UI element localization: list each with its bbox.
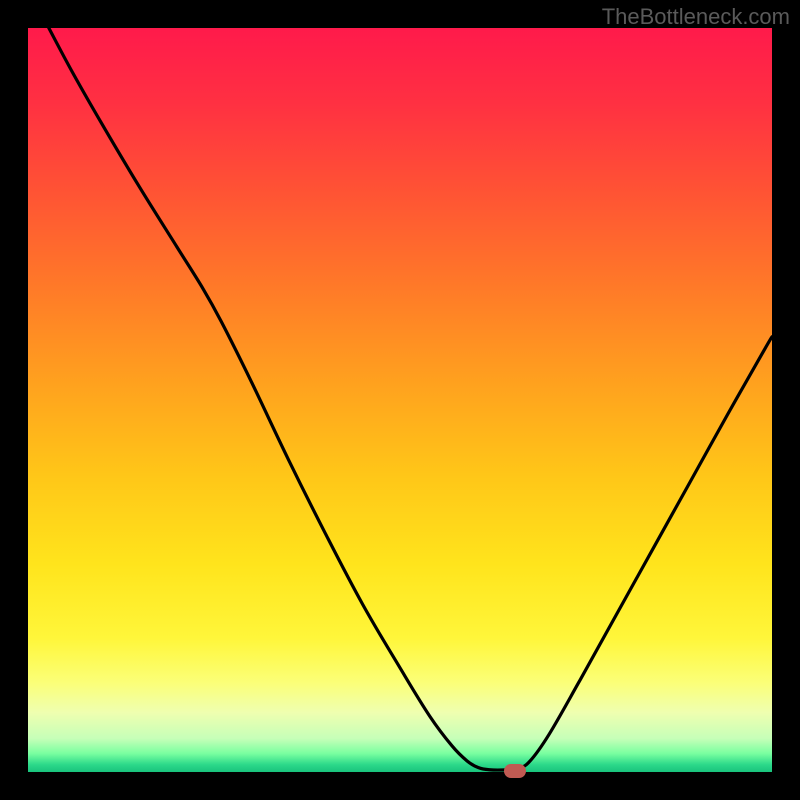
chart-container: TheBottleneck.com	[0, 0, 800, 800]
watermark-text: TheBottleneck.com	[602, 4, 790, 30]
optimum-marker	[504, 764, 526, 778]
bottleneck-curve	[28, 28, 772, 772]
